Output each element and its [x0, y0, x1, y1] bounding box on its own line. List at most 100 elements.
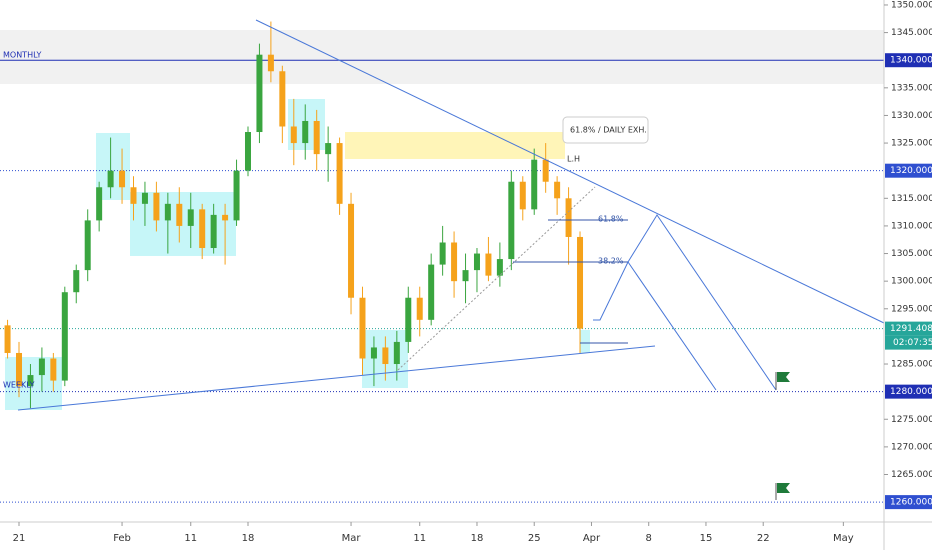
candle-body	[393, 341, 400, 365]
candle-body	[267, 54, 274, 72]
annotation: MONTHLY	[3, 51, 41, 60]
y-tick-label: 1350.000	[891, 0, 932, 10]
candle-body	[290, 126, 297, 144]
price-label-bg	[885, 321, 932, 336]
y-tick-label: 1295.000	[891, 304, 932, 314]
x-tick-label: 15	[700, 533, 713, 544]
candle-body	[439, 242, 446, 265]
y-tick-label: 1315.000	[891, 194, 932, 204]
price-label-bg	[885, 384, 932, 399]
flags	[775, 372, 790, 500]
x-tick-label: 11	[184, 533, 197, 544]
grid	[0, 59, 884, 503]
y-tick-label: 1325.000	[891, 139, 932, 149]
price-label: 1340.000	[890, 56, 932, 66]
x-tick-label: May	[833, 533, 854, 544]
candle-body	[473, 253, 480, 271]
price-label-bg	[885, 163, 932, 178]
x-tick-label: 25	[528, 533, 541, 544]
candle-body	[130, 187, 137, 204]
candle-body	[244, 132, 251, 171]
projection	[627, 214, 777, 391]
projection	[593, 261, 717, 391]
candle-body	[96, 187, 103, 221]
x-tick-label: Apr	[583, 533, 601, 544]
exhaustion-zone	[345, 132, 565, 159]
x-tick-label: Feb	[113, 533, 131, 544]
candle-body	[107, 170, 114, 188]
candle-body	[61, 292, 68, 381]
candle-body	[405, 297, 412, 342]
x-tick-label: 22	[757, 533, 770, 544]
candle-body	[73, 270, 80, 293]
candle-body	[233, 170, 240, 221]
candle-body	[199, 209, 206, 249]
y-tick-label: 1275.000	[891, 415, 932, 425]
annotations: MONTHLY WEEKLY 61.8% / DAILY EXH. L.H 61.8% 3…	[3, 51, 647, 390]
candle-body	[428, 264, 435, 320]
candle-body	[222, 214, 229, 221]
candle-body	[565, 198, 572, 237]
price-label: 1280.000	[890, 387, 932, 397]
candle-body	[577, 236, 584, 329]
annotation: 61.8% / DAILY EXH.	[570, 126, 647, 135]
y-tick-label: 1305.000	[891, 249, 932, 259]
x-tick-label: 18	[471, 533, 484, 544]
candle-body	[16, 352, 23, 387]
candle-body	[348, 203, 355, 298]
countdown-bg	[885, 335, 932, 350]
candle-body	[496, 259, 503, 276]
y-tick-label: 1345.000	[891, 28, 932, 38]
price-label-bg	[885, 495, 932, 510]
fib-line	[397, 186, 596, 371]
candle-body	[27, 375, 34, 387]
annotation: WEEKLY	[3, 381, 35, 390]
y-tick-label: 1270.000	[891, 442, 932, 452]
candle-body	[382, 347, 389, 365]
price-label-bg	[885, 53, 932, 68]
flag	[777, 483, 790, 493]
candle-body	[153, 192, 160, 221]
candle-body	[141, 192, 148, 204]
candles	[4, 21, 584, 409]
box	[580, 330, 590, 353]
candle-body	[451, 242, 458, 282]
candle-body	[462, 270, 469, 282]
price-label: 1260.000	[890, 498, 932, 508]
y-tick-label: 1265.000	[891, 470, 932, 480]
candle-body	[542, 159, 549, 182]
candle-body	[416, 297, 423, 320]
x-tick-label: 21	[13, 533, 26, 544]
candle-body	[554, 181, 561, 199]
drawings	[17, 19, 885, 411]
monthly-zone	[0, 30, 884, 84]
candle-body	[187, 209, 194, 226]
x-tick-label: 8	[646, 533, 652, 544]
candle-body	[256, 54, 263, 133]
candle-body	[531, 159, 538, 210]
candle-body	[50, 358, 57, 381]
x-tick-label: Mar	[342, 533, 362, 544]
candle-body	[313, 120, 320, 155]
candle-body	[519, 181, 526, 210]
y-tick-label: 1335.000	[891, 83, 932, 93]
annotation: L.H	[567, 155, 580, 164]
y-tick-label: 1285.000	[891, 360, 932, 370]
candle-body	[325, 143, 332, 155]
countdown: 02:07:35	[893, 338, 932, 348]
price-label: 1320.000	[890, 166, 932, 176]
candle-body	[508, 181, 515, 260]
candle-body	[359, 297, 366, 359]
x-tick-label: 11	[413, 533, 426, 544]
candle-body	[370, 347, 377, 359]
y-tick-label: 1310.000	[891, 221, 932, 231]
candle-body	[4, 325, 11, 353]
candle-body	[176, 203, 183, 226]
candle-body	[84, 220, 91, 271]
candle-body	[210, 214, 217, 249]
y-tick-label: 1330.000	[891, 111, 932, 121]
candle-body	[336, 143, 343, 204]
